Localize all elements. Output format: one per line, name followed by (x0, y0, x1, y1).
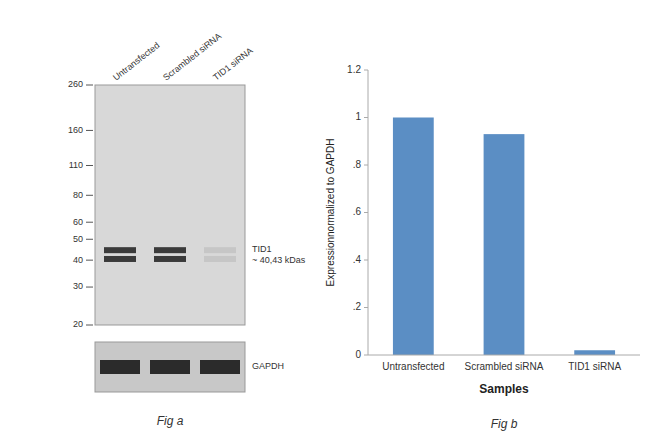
band (154, 247, 186, 253)
y-tick-label: 1 (355, 111, 361, 122)
control-band (150, 360, 190, 374)
marker-tick (86, 325, 93, 326)
bar (484, 134, 525, 355)
marker-label: 30 (73, 281, 83, 291)
y-tick (364, 165, 368, 166)
band (104, 247, 136, 253)
bar (574, 350, 615, 355)
y-tick (364, 117, 368, 118)
y-axis-label: Expressionnormalized to GAPDH (325, 139, 336, 287)
y-tick-label: 0 (355, 349, 361, 360)
y-tick (364, 70, 368, 71)
y-tick-label: 1.2 (347, 64, 361, 75)
band (204, 256, 236, 262)
marker-tick (86, 85, 93, 86)
y-tick (364, 307, 368, 308)
x-tick-label: Untransfected (382, 361, 444, 372)
band (104, 256, 136, 262)
bands (104, 247, 236, 262)
marker-label: 50 (73, 234, 83, 244)
marker-label: 40 (73, 255, 83, 265)
band-label-line: TID1 (252, 244, 272, 254)
bar (393, 118, 434, 356)
band-label: TID1~ 40,43 kDas (252, 244, 306, 265)
blot-membrane (95, 85, 245, 325)
marker-tick (86, 222, 93, 223)
panel-caption: Fig a (157, 414, 184, 428)
band (204, 247, 236, 253)
control-label: GAPDH (252, 361, 284, 371)
marker-tick (86, 260, 93, 261)
marker-tick (86, 195, 93, 196)
marker-label: 80 (73, 190, 83, 200)
lane-label: TID1 siRNA (211, 45, 255, 82)
y-tick-label: .2 (353, 301, 362, 312)
marker-label: 160 (68, 125, 83, 135)
lane-label: Untransfected (111, 40, 161, 82)
y-tick-label: .4 (353, 254, 362, 265)
y-tick (364, 260, 368, 261)
panel-caption: Fig b (491, 417, 518, 431)
control-band (200, 360, 240, 374)
control-membrane (95, 342, 245, 392)
band (154, 256, 186, 262)
y-tick (364, 212, 368, 213)
figure: 260 160 110 80 60 50 40 30 20 Untransfected Scramb… (0, 0, 650, 445)
y-tick (364, 355, 368, 356)
x-axis (368, 355, 640, 356)
marker-label: 110 (69, 160, 83, 170)
marker-tick (86, 239, 93, 240)
x-axis-label: Samples (479, 382, 529, 396)
marker-label: 260 (68, 79, 83, 89)
control-band (100, 360, 140, 374)
bars (393, 118, 615, 356)
background (0, 0, 650, 445)
x-tick-label: TID1 siRNA (568, 361, 621, 372)
marker-label: 20 (73, 319, 83, 329)
y-tick-label: .8 (353, 159, 362, 170)
marker-tick (86, 287, 93, 288)
marker-label: 60 (73, 217, 83, 227)
marker-tick (86, 165, 93, 166)
x-tick-label: Scrambled siRNA (465, 361, 544, 372)
bar-panel: 0 .2 .4 .6 .8 1 1.2 Untransfected Scrambled siRN… (325, 64, 640, 431)
band-label-line: ~ 40,43 kDas (252, 255, 306, 265)
y-axis (368, 70, 369, 355)
blot-panel: 260160110806050403020UntransfectedScramb… (68, 31, 306, 428)
marker-tick (86, 130, 93, 131)
y-tick-label: .6 (353, 206, 362, 217)
